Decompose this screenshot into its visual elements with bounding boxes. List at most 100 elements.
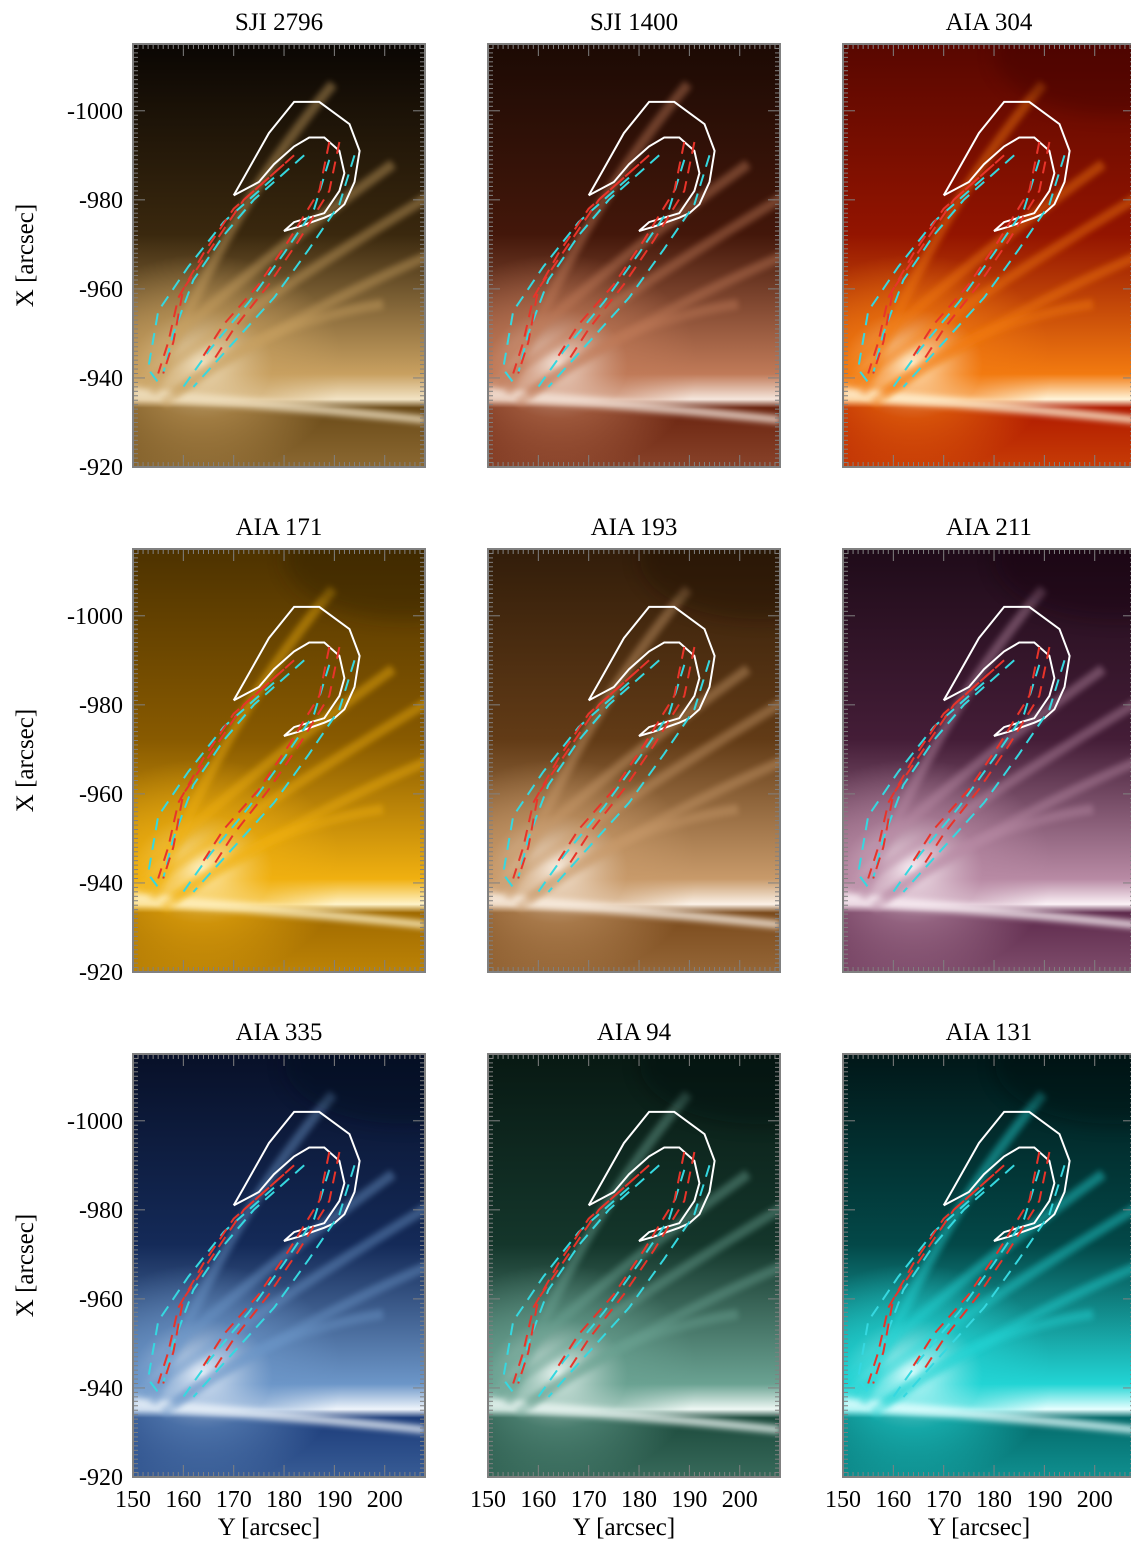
y-tick-label: -1000 <box>67 99 123 125</box>
right-leg-inner-dashed <box>202 646 331 862</box>
x-tick-label: 170 <box>216 1487 252 1513</box>
y-axis-title: X [arcsec] <box>12 204 39 307</box>
tick-marks <box>487 43 781 468</box>
loop-outline <box>942 605 1071 737</box>
left-leg-inner-dashed <box>162 1164 295 1384</box>
right-leg-inner-dashed <box>567 646 696 866</box>
panel-sji-2796: SJI 2796 <box>132 9 426 468</box>
right-leg-outer-dashed <box>182 664 331 893</box>
x-tick-label: 150 <box>470 1487 506 1513</box>
left-leg-inner-dashed <box>162 154 295 374</box>
right-leg-outer-dashed <box>192 155 356 388</box>
left-leg-outer-dashed <box>147 681 275 889</box>
right-leg-outer-dashed <box>182 1169 331 1398</box>
right-leg-inner-dashed <box>212 1151 341 1371</box>
x-axis-title: Y [arcsec] <box>928 1514 1030 1541</box>
left-leg-inner-dashed <box>512 1173 640 1384</box>
right-leg-inner-dashed <box>557 141 686 357</box>
x-tick-label: 180 <box>976 1487 1012 1513</box>
right-leg-outer-dashed <box>537 1169 686 1398</box>
left-leg-outer-dashed <box>872 659 1015 879</box>
panel-title: AIA 131 <box>946 1019 1033 1046</box>
panel-aia-193: AIA 193 <box>487 514 781 973</box>
x-tick-label: 180 <box>621 1487 657 1513</box>
left-leg-outer-dashed <box>162 659 305 879</box>
loop-overlays <box>857 605 1071 893</box>
loop-overlays <box>502 1110 716 1398</box>
loop-outline <box>942 1110 1071 1242</box>
right-leg-inner-dashed <box>912 1151 1041 1367</box>
left-leg-outer-dashed <box>857 1186 985 1394</box>
panel-title: SJI 1400 <box>590 9 678 36</box>
y-tick-label: -960 <box>79 277 123 303</box>
panel-aia-211: AIA 211 <box>842 514 1131 973</box>
right-leg-outer-dashed <box>547 660 711 893</box>
right-leg-outer-dashed <box>192 660 356 893</box>
right-leg-outer-dashed <box>892 1169 1041 1398</box>
tick-marks <box>487 548 781 973</box>
left-leg-outer-dashed <box>872 154 1015 374</box>
y-tick-label: -940 <box>79 1376 123 1402</box>
right-leg-outer-dashed <box>902 660 1066 893</box>
y-tick-label: -960 <box>79 782 123 808</box>
loop-overlays <box>502 605 716 893</box>
x-tick-label: 160 <box>875 1487 911 1513</box>
panel-title: AIA 193 <box>591 514 678 541</box>
loop-overlays <box>502 100 716 388</box>
left-leg-inner-dashed <box>517 659 650 879</box>
x-tick-label: 180 <box>266 1487 302 1513</box>
left-leg-outer-dashed <box>502 681 630 889</box>
x-tick-label: 170 <box>571 1487 607 1513</box>
left-leg-inner-dashed <box>157 163 285 374</box>
panel-title: SJI 2796 <box>235 9 323 36</box>
y-tick-label: -920 <box>79 455 123 481</box>
solar-image <box>133 1054 425 1477</box>
right-leg-inner-dashed <box>567 141 696 361</box>
left-leg-outer-dashed <box>147 1186 275 1394</box>
y-axis-title: X [arcsec] <box>12 709 39 812</box>
left-leg-inner-dashed <box>157 1173 285 1384</box>
right-leg-outer-dashed <box>892 159 1041 388</box>
left-leg-inner-dashed <box>872 659 1005 879</box>
panel-aia-304: AIA 304 <box>842 9 1131 468</box>
x-tick-label: 160 <box>165 1487 201 1513</box>
solar-image <box>843 1054 1131 1477</box>
x-axis-title: Y [arcsec] <box>218 1514 320 1541</box>
panel-title: AIA 171 <box>236 514 323 541</box>
left-leg-inner-dashed <box>157 668 285 879</box>
y-tick-label: -960 <box>79 1287 123 1313</box>
solar-image <box>488 44 780 467</box>
left-leg-outer-dashed <box>147 176 275 384</box>
y-tick-label: -1000 <box>67 1109 123 1135</box>
left-leg-inner-dashed <box>517 1164 650 1384</box>
loop-overlays <box>857 100 1071 388</box>
solar-image <box>843 549 1131 972</box>
left-leg-inner-dashed <box>162 659 295 879</box>
left-leg-inner-dashed <box>867 668 995 879</box>
right-leg-outer-dashed <box>182 159 331 388</box>
left-leg-inner-dashed <box>867 1173 995 1384</box>
right-leg-inner-dashed <box>212 646 341 866</box>
loop-overlays <box>857 1110 1071 1398</box>
x-tick-label: 190 <box>1026 1487 1062 1513</box>
panel-title: AIA 94 <box>597 1019 672 1046</box>
left-leg-outer-dashed <box>502 176 630 384</box>
right-leg-inner-dashed <box>567 1151 696 1371</box>
x-tick-label: 200 <box>722 1487 758 1513</box>
right-leg-outer-dashed <box>902 155 1066 388</box>
left-leg-outer-dashed <box>517 1164 660 1384</box>
solar-image <box>133 44 425 467</box>
right-leg-inner-dashed <box>202 1151 331 1367</box>
right-leg-outer-dashed <box>537 159 686 388</box>
left-leg-inner-dashed <box>512 668 640 879</box>
left-leg-outer-dashed <box>857 176 985 384</box>
right-leg-inner-dashed <box>922 141 1051 361</box>
panel-aia-171: AIA 171 <box>132 514 426 973</box>
left-leg-inner-dashed <box>872 1164 1005 1384</box>
y-tick-label: -980 <box>79 693 123 719</box>
y-tick-label: -1000 <box>67 604 123 630</box>
left-leg-inner-dashed <box>867 163 995 374</box>
right-leg-inner-dashed <box>922 1151 1051 1371</box>
right-leg-inner-dashed <box>212 141 341 361</box>
